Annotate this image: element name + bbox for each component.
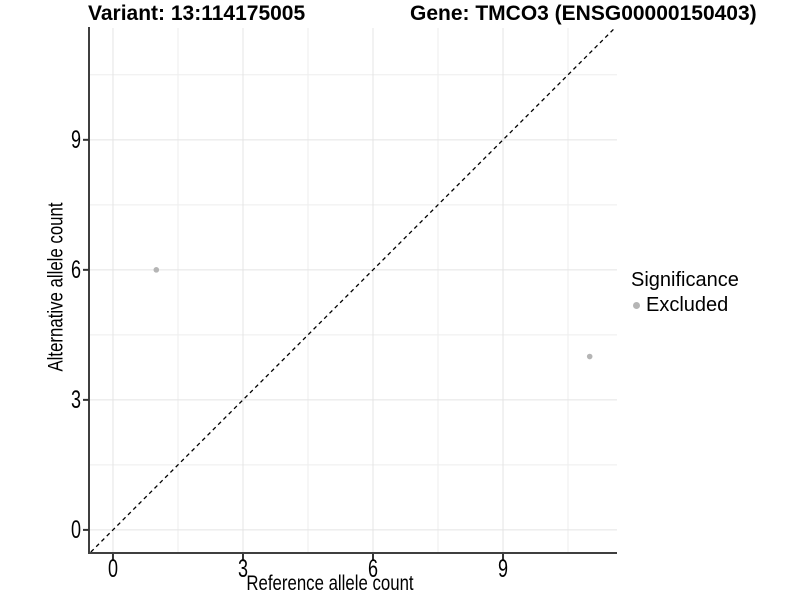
legend-items: Excluded (631, 293, 739, 317)
y-tick-label: 9 (70, 125, 81, 154)
legend-item: Excluded (631, 293, 739, 317)
data-point (153, 267, 160, 273)
x-tick-label: 0 (107, 555, 118, 583)
data-point (586, 353, 593, 360)
y-tick-label: 3 (70, 385, 81, 414)
plot-title-variant: Variant: 13:114175005 (88, 2, 306, 25)
y-axis-title: Alternative allele count (45, 202, 69, 372)
legend-item-label: Excluded (646, 294, 729, 316)
legend: Significance Excluded (631, 268, 739, 317)
plot-title-gene: Gene: TMCO3 (ENSG00000150403) (410, 2, 757, 25)
y-tick-label: 0 (70, 515, 81, 544)
y-tick-label: 6 (70, 255, 81, 284)
legend-title: Significance (631, 269, 739, 291)
identity-dashed-line (90, 27, 616, 553)
legend-point-icon (633, 301, 640, 309)
x-tick-label: 6 (367, 555, 379, 583)
x-axis-title: Reference allele count (246, 572, 414, 595)
x-tick-label: 3 (237, 555, 248, 583)
x-tick-label: 9 (498, 555, 509, 583)
